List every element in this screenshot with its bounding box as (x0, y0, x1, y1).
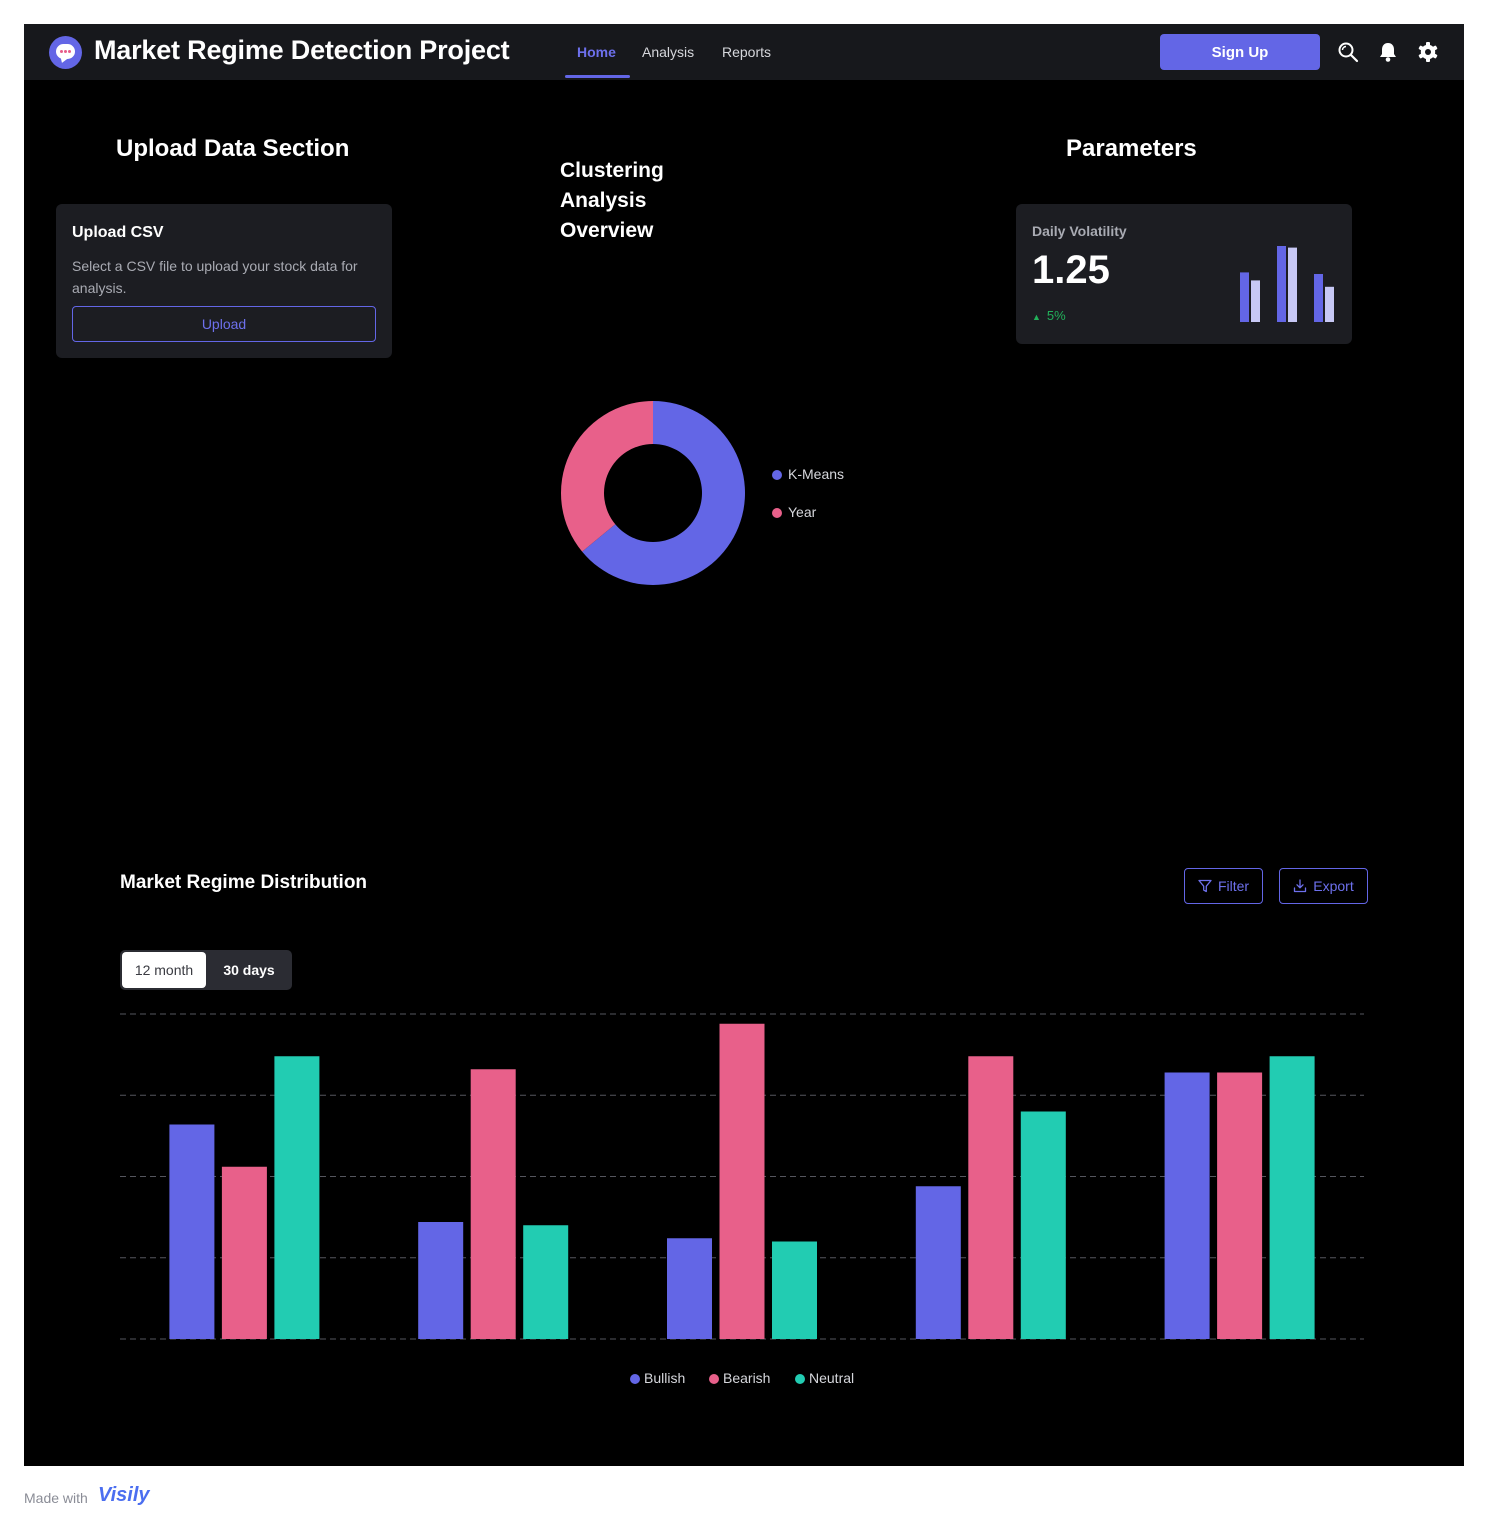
legend-bearish-label: Bearish (723, 1370, 771, 1386)
tab-reports[interactable]: Reports (722, 44, 772, 60)
bar-neutral (523, 1225, 569, 1339)
bar-bearish (719, 1023, 765, 1339)
volatility-sparkline-bars (1240, 246, 1334, 322)
sparkline-bar (1277, 246, 1286, 322)
app-frame: Market Regime Detection Project Home Ana… (24, 24, 1464, 1466)
bar-bearish (221, 1166, 267, 1339)
top-navbar: Market Regime Detection Project Home Ana… (24, 24, 1464, 80)
sparkline-bar (1251, 280, 1260, 322)
upload-section-title: Upload Data Section (116, 135, 350, 162)
legend-bullish-dot (630, 1374, 640, 1384)
legend-year-dot (772, 508, 782, 518)
bar-bearish (968, 1056, 1014, 1339)
upload-description: Select a CSV file to upload your stock d… (72, 258, 358, 296)
filter-button[interactable]: Filter (1184, 868, 1263, 904)
bar-neutral (1020, 1111, 1066, 1339)
parameters-section-title: Parameters (1066, 135, 1197, 162)
legend-bearish-dot (709, 1374, 719, 1384)
visily-logo[interactable]: Visily (98, 1484, 150, 1506)
filter-label: Filter (1217, 878, 1250, 894)
upload-card: Upload CSV Select a CSV file to upload y… (56, 204, 392, 358)
legend-kmeans-label: K-Means (788, 466, 845, 482)
bell-icon[interactable] (1377, 41, 1399, 63)
metric-change-value: 5% (1046, 308, 1066, 323)
sparkline-bar (1240, 272, 1249, 322)
clustering-donut-chart (561, 401, 745, 585)
export-button[interactable]: Export (1279, 868, 1368, 904)
upload-button[interactable]: Upload (72, 306, 376, 342)
tab-home[interactable]: Home (577, 44, 616, 60)
donut-slice-year (561, 401, 653, 552)
search-icon[interactable] (1337, 41, 1359, 63)
metric-change: ▲ 5% (1032, 308, 1066, 323)
sparkline-bar (1314, 274, 1323, 322)
download-icon (1294, 879, 1307, 893)
bar-neutral (274, 1056, 320, 1339)
legend-kmeans: K-Means (772, 466, 844, 482)
app-title: Market Regime Detection Project (94, 35, 510, 65)
metric-label: Daily Volatility (1032, 223, 1127, 239)
sign-up-button[interactable]: Sign Up (1160, 34, 1320, 70)
filter-icon (1198, 879, 1212, 893)
legend-bearish: Bearish (709, 1370, 770, 1386)
donut-slice-k-means (582, 401, 745, 585)
legend-neutral: Neutral (795, 1370, 854, 1386)
bar-bullish (169, 1124, 215, 1339)
active-tab-indicator (565, 75, 630, 78)
period-toggle: 12 month 30 days (120, 950, 292, 990)
tab-analysis[interactable]: Analysis (642, 44, 695, 60)
legend-neutral-dot (795, 1374, 805, 1384)
bar-bullish (418, 1222, 464, 1339)
period-option-12-month[interactable]: 12 month (122, 952, 206, 988)
gear-icon[interactable] (1417, 41, 1439, 63)
upload-card-title: Upload CSV (72, 224, 164, 241)
legend-bullish: Bullish (630, 1370, 685, 1386)
legend-bullish-label: Bullish (644, 1370, 686, 1386)
bar-neutral (772, 1241, 817, 1339)
legend-kmeans-dot (772, 470, 782, 480)
chat-logo-icon (49, 36, 82, 69)
metric-value: 1.25 (1032, 248, 1110, 292)
trend-up-icon: ▲ (1032, 312, 1041, 322)
legend-neutral-label: Neutral (809, 1370, 855, 1386)
made-with-label: Made with (24, 1490, 88, 1506)
export-label: Export (1313, 878, 1354, 894)
sparkline-bar (1288, 247, 1297, 322)
bar-bullish (1164, 1072, 1210, 1339)
sparkline-bar (1325, 286, 1334, 322)
regime-distribution-bar-chart (120, 1013, 1364, 1340)
bar-bearish (1217, 1072, 1263, 1339)
bar-bullish (915, 1186, 961, 1339)
legend-year: Year (772, 504, 816, 520)
distribution-title: Market Regime Distribution (120, 872, 368, 893)
legend-year-label: Year (788, 504, 817, 520)
bar-bullish (667, 1238, 712, 1339)
period-option-30-days[interactable]: 30 days (208, 952, 290, 988)
clustering-title: Clustering Analysis Overview (560, 159, 664, 242)
bar-bearish (470, 1069, 516, 1339)
volatility-card: Daily Volatility 1.25 ▲ 5% (1016, 204, 1352, 344)
bar-neutral (1269, 1056, 1315, 1339)
